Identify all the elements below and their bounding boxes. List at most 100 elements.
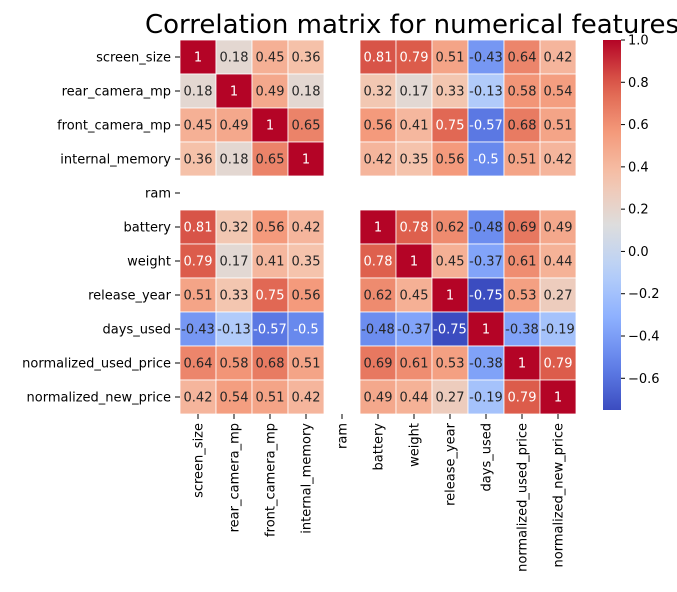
cell-value-label: 0.42 [544,153,573,168]
colorbar-tick-label: 0.8 [628,76,649,91]
cell-value-label: -0.43 [469,51,503,66]
cell-value-label: 0.36 [292,51,321,66]
cell-value-label: 0.69 [508,221,537,236]
cell-value-label: 0.51 [436,51,465,66]
heatmap-cell [467,209,505,245]
cell-value-label: 0.51 [508,153,537,168]
colorbar-tick-label: −0.4 [628,330,660,345]
heatmap-cell [431,107,469,143]
heatmap-cell [395,277,433,313]
heatmap-cell [395,243,433,279]
cell-value-label: 0.78 [364,255,393,270]
row-label: normalized_used_price [22,357,171,372]
heatmap-cell [503,107,541,143]
row-label: front_camera_mp [57,119,171,134]
cell-value-label: 1 [230,85,238,100]
row-label: battery [124,221,172,236]
heatmap-cell [287,141,325,177]
heatmap-cell [431,379,469,415]
cell-value-label: -0.75 [469,289,503,304]
colorbar-tick-label: 0.0 [628,245,649,260]
colorbar: 1.0 0.8 0.6 0.4 0.2 0.0 −0.2 −0.4 −0.6 [603,34,660,410]
heatmap-cell [467,39,505,75]
colorbar-tick-label: 1.0 [628,34,649,49]
heatmap-cell [179,107,217,143]
heatmap-cell [539,311,577,347]
heatmap-cell [215,39,253,75]
cell-value-label: -0.13 [469,85,503,100]
cell-value-label: 1 [266,119,274,134]
cell-value-label: -0.57 [469,119,503,134]
cell-value-label: 0.36 [184,153,213,168]
cell-value-label: 0.18 [184,85,213,100]
cell-value-label: 0.79 [400,51,429,66]
heatmap-cell [287,311,325,347]
cell-value-label: 0.35 [292,255,321,270]
cell-value-label: 0.58 [508,85,537,100]
cell-value-label: -0.48 [469,221,503,236]
column-label: days_used [480,423,495,491]
cell-value-label: 0.42 [292,391,321,406]
cell-value-label: 0.45 [436,255,465,270]
cell-value-label: -0.13 [217,323,251,338]
cell-value-label: 0.69 [364,357,393,372]
cell-value-label: 0.65 [292,119,321,134]
cell-value-label: 0.51 [184,289,213,304]
row-label: release_year [88,289,172,304]
colorbar-gradient [603,40,621,410]
cell-value-label: 0.54 [220,391,249,406]
heatmap-cell [287,73,325,109]
cell-value-label: -0.57 [253,323,287,338]
cell-value-label: 1 [554,391,562,406]
column-label: internal_memory [300,423,315,534]
cell-value-label: 0.78 [400,221,429,236]
heatmap-cell [503,73,541,109]
row-label: screen_size [96,51,171,66]
cell-value-label: 0.51 [544,119,573,134]
cell-value-label: -0.19 [541,323,575,338]
heatmap-cell [431,141,469,177]
heatmap-cell [179,379,217,415]
heatmap-cell [431,311,469,347]
heatmap-cell [431,209,469,245]
heatmap-cell [287,107,325,143]
heatmap-cell [287,277,325,313]
cell-value-label: 0.45 [184,119,213,134]
cell-value-label: 0.45 [400,289,429,304]
heatmap-cell [359,209,397,245]
cell-value-label: 1 [410,255,418,270]
cell-value-label: 0.18 [292,85,321,100]
column-label: rear_camera_mp [228,423,243,532]
colorbar-tick-label: −0.2 [628,287,660,302]
cell-value-label: 0.44 [544,255,573,270]
cell-value-label: -0.5 [473,153,498,168]
cell-value-label: 0.49 [256,85,285,100]
heatmap-cell [359,141,397,177]
heatmap-cell [287,209,325,245]
row-label: weight [127,255,171,270]
cell-value-label: 0.79 [184,255,213,270]
cell-value-label: 0.56 [292,289,321,304]
heatmap-cell [359,243,397,279]
cell-value-label: 1 [302,153,310,168]
column-label: ram [336,423,351,449]
heatmap-cell [467,345,505,381]
row-label: days_used [103,323,171,338]
chart-title: Correlation matrix for numerical feature… [145,10,677,40]
cell-value-label: 0.75 [256,289,285,304]
cell-value-label: 0.42 [184,391,213,406]
heatmap-cell [395,141,433,177]
heatmap-cell [431,345,469,381]
cell-value-label: 0.44 [400,391,429,406]
heatmap-cell [467,107,505,143]
row-label: ram [145,187,171,202]
column-label: front_camera_mp [264,423,279,537]
cell-value-label: 0.42 [364,153,393,168]
heatmap-cell [467,379,505,415]
cell-value-label: 0.35 [400,153,429,168]
heatmap-cell [467,73,505,109]
heatmap-cell [503,141,541,177]
row-label: normalized_new_price [27,391,171,406]
